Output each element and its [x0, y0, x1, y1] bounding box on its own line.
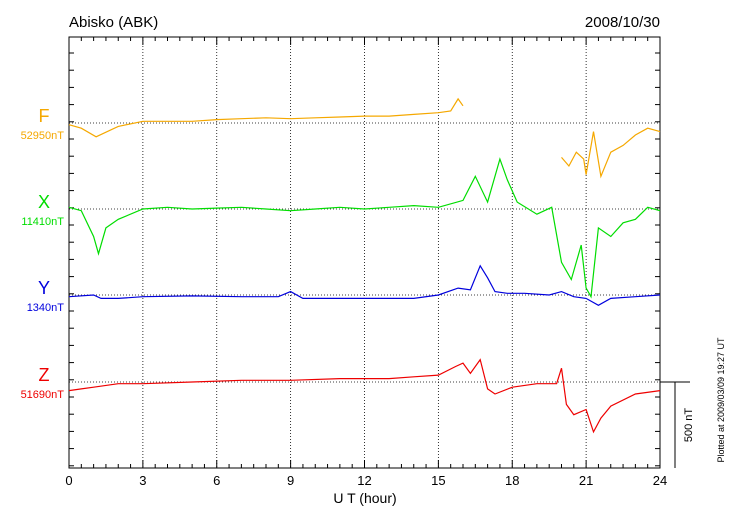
series-name-label: X — [38, 192, 50, 212]
series-line-y — [68, 264, 661, 306]
x-tick-label: 0 — [65, 473, 72, 488]
series-labels: F 52950nT X 11410nT Y 1340nT Z 51690nT — [21, 106, 65, 401]
x-tick-label: 24 — [653, 473, 667, 488]
series-line-x — [68, 157, 661, 299]
series-baseline-label: 1340nT — [27, 302, 65, 314]
grid-lines — [69, 37, 660, 468]
scale-bar-label: 500 nT — [683, 408, 695, 443]
chart-date: 2008/10/30 — [585, 14, 660, 31]
series-line-z — [68, 358, 661, 434]
x-tick-label: 15 — [431, 473, 445, 488]
series-name-label: Z — [39, 365, 50, 385]
series-line-f — [68, 97, 464, 138]
series-layer — [68, 97, 661, 434]
series-baseline-label: 52950nT — [21, 130, 65, 142]
series-baseline-label: 51690nT — [21, 389, 65, 401]
x-tick-label: 3 — [139, 473, 146, 488]
x-tick-label: 18 — [505, 473, 519, 488]
plotted-note: Plotted at 2009/03/09 19:27 UT — [716, 337, 726, 463]
series-line-f-segment — [561, 127, 661, 179]
chart-title: Abisko (ABK) — [69, 14, 158, 31]
series-name-label: Y — [38, 278, 50, 298]
x-tick-label: 12 — [357, 473, 371, 488]
series-name-label: F — [39, 106, 50, 126]
x-tick-labels: 0 3 6 9 12 15 18 21 24 — [65, 473, 667, 488]
x-tick-label: 6 — [213, 473, 220, 488]
series-baseline-label: 11410nT — [21, 216, 64, 228]
x-axis-label: U T (hour) — [333, 490, 396, 506]
x-tick-label: 9 — [287, 473, 294, 488]
scale-bar: 500 nT — [660, 381, 695, 468]
x-tick-label: 21 — [579, 473, 593, 488]
